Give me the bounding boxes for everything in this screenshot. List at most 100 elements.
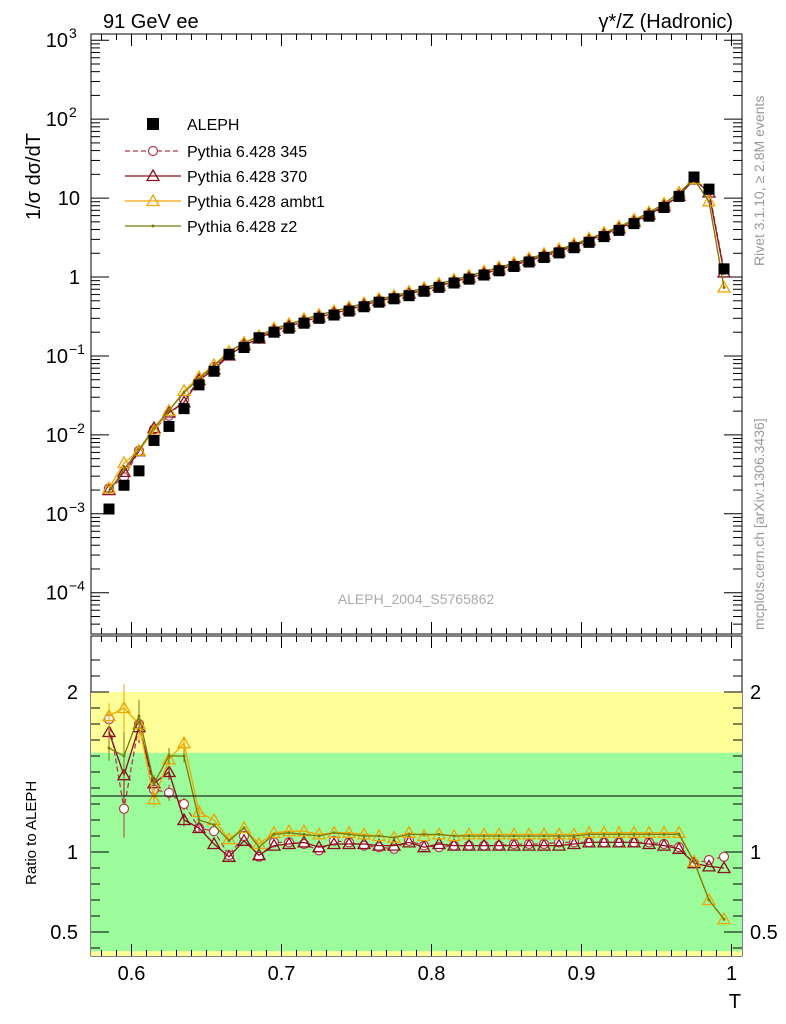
data-point xyxy=(373,296,385,308)
ratio-marker-ambt1 xyxy=(101,708,117,722)
legend-label: Pythia 6.428 z2 xyxy=(187,219,297,236)
data-point xyxy=(283,322,295,334)
top-series xyxy=(101,171,732,515)
axis-ticks xyxy=(91,34,742,956)
y-tick-label-top-exponent: −1 xyxy=(69,341,85,357)
legend-label: Pythia 6.428 345 xyxy=(187,144,307,161)
data-point xyxy=(418,285,430,297)
data-point xyxy=(613,224,625,236)
data-point xyxy=(718,263,730,275)
header-right: γ*/Z (Hadronic) xyxy=(599,11,733,33)
legend-marker-p345 xyxy=(147,145,159,157)
data-point xyxy=(553,247,565,259)
ratio-marker-ambt1 xyxy=(356,827,372,840)
y-tick-label-top: 10 xyxy=(46,346,68,368)
ratio-marker-ambt1 xyxy=(236,820,252,834)
data-point xyxy=(433,281,445,293)
ratio-marker-ambt1 xyxy=(566,827,582,840)
x-axis-label: T xyxy=(729,991,741,1013)
ratio-marker-p370 xyxy=(461,838,477,851)
ratio-marker-p370 xyxy=(686,855,702,869)
legend-marker-z2 xyxy=(151,224,155,228)
y-tick-label-top: 10 xyxy=(46,583,68,605)
data-point xyxy=(403,290,415,302)
data-point xyxy=(328,309,340,321)
ratio-marker-ambt1 xyxy=(401,825,417,838)
ratio-marker-p345 xyxy=(718,851,730,862)
ratio-marker-ambt1 xyxy=(596,825,612,838)
data-point xyxy=(238,341,250,353)
ratio-marker-z2 xyxy=(572,834,576,838)
ratio-marker-ambt1 xyxy=(326,825,342,838)
ratio-marker-ambt1 xyxy=(176,735,192,749)
ratio-marker-p370 xyxy=(176,812,192,826)
ratio-marker-z2 xyxy=(617,832,621,836)
ratio-marker-z2 xyxy=(407,832,411,836)
ratio-marker-p370 xyxy=(626,835,642,848)
uncertainty-bands xyxy=(91,692,742,956)
legend-label: Pythia 6.428 ambt1 xyxy=(187,194,325,211)
ratio-marker-z2 xyxy=(587,832,591,836)
ratio-marker-p345 xyxy=(388,843,400,854)
legend: ALEPH Pythia 6.428 345 Pythia 6.428 370 Pyt… xyxy=(125,117,325,236)
ratio-marker-z2 xyxy=(452,834,456,838)
ratio-marker-ambt1 xyxy=(146,791,162,805)
ratio-marker-z2 xyxy=(422,832,426,836)
data-point xyxy=(133,465,145,477)
series-marker-z2 xyxy=(107,490,111,494)
y-tick-label-top: 10 xyxy=(46,109,68,131)
ratio-marker-z2 xyxy=(392,836,396,840)
ratio-marker-p370 xyxy=(476,838,492,851)
ratio-marker-p370 xyxy=(596,835,612,848)
ratio-marker-z2 xyxy=(212,823,216,827)
ratio-marker-z2 xyxy=(287,831,291,835)
ratio-marker-z2 xyxy=(242,826,246,830)
y-tick-label-top-exponent: −4 xyxy=(69,578,85,594)
ratio-marker-p370 xyxy=(356,836,372,850)
ratio-line-z2 xyxy=(108,713,725,920)
ratio-marker-p370 xyxy=(536,838,552,851)
ratio-marker-p370 xyxy=(506,838,522,851)
ratio-marker-ambt1 xyxy=(551,827,567,840)
ratio-marker-z2 xyxy=(182,754,186,758)
data-point xyxy=(178,403,190,415)
x-tick-label: 0.9 xyxy=(568,963,596,985)
ratio-marker-p370 xyxy=(296,835,312,848)
ratio-marker-z2 xyxy=(347,832,351,836)
ratio-marker-z2 xyxy=(557,834,561,838)
ratio-marker-ambt1 xyxy=(371,828,387,842)
data-point xyxy=(628,218,640,230)
y-axis-label-top: 1/σ dσ/dT xyxy=(23,133,45,220)
ratio-marker-ambt1 xyxy=(116,700,132,714)
ratio-marker-p370 xyxy=(656,838,672,851)
ratio-marker-ambt1 xyxy=(611,825,627,838)
ratio-marker-ambt1 xyxy=(641,825,657,838)
ratio-marker-p370 xyxy=(266,838,282,851)
ratio-marker-p370 xyxy=(386,838,402,851)
ratio-marker-ambt1 xyxy=(716,911,732,925)
ratio-marker-p370 xyxy=(161,764,177,778)
ratio-marker-z2 xyxy=(437,832,441,836)
data-point xyxy=(583,236,595,248)
ratio-marker-z2 xyxy=(377,834,381,838)
data-point xyxy=(598,231,610,243)
series-marker-z2 xyxy=(137,448,141,452)
ratio-marker-z2 xyxy=(512,834,516,838)
y-tick-label-top: 10 xyxy=(46,30,68,52)
ratio-marker-p370 xyxy=(236,833,252,846)
data-point xyxy=(523,256,535,268)
ratio-marker-z2 xyxy=(677,832,681,836)
y-tick-label-top-exponent: 2 xyxy=(69,104,77,120)
ratio-marker-p370 xyxy=(581,835,597,848)
ratio-marker-z2 xyxy=(227,839,231,843)
ratio-marker-ambt1 xyxy=(431,827,447,840)
ratio-marker-z2 xyxy=(167,754,171,758)
y-tick-label-bottom: 0.5 xyxy=(50,922,78,944)
series-marker-ambt1 xyxy=(716,280,732,293)
ratio-marker-ambt1 xyxy=(281,823,297,837)
series-marker-p370 xyxy=(101,482,117,496)
ratio-marker-z2 xyxy=(137,714,141,718)
ratio-marker-z2 xyxy=(362,834,366,838)
y-tick-label-bottom-right: 2 xyxy=(750,682,761,704)
ratio-marker-z2 xyxy=(332,831,336,835)
